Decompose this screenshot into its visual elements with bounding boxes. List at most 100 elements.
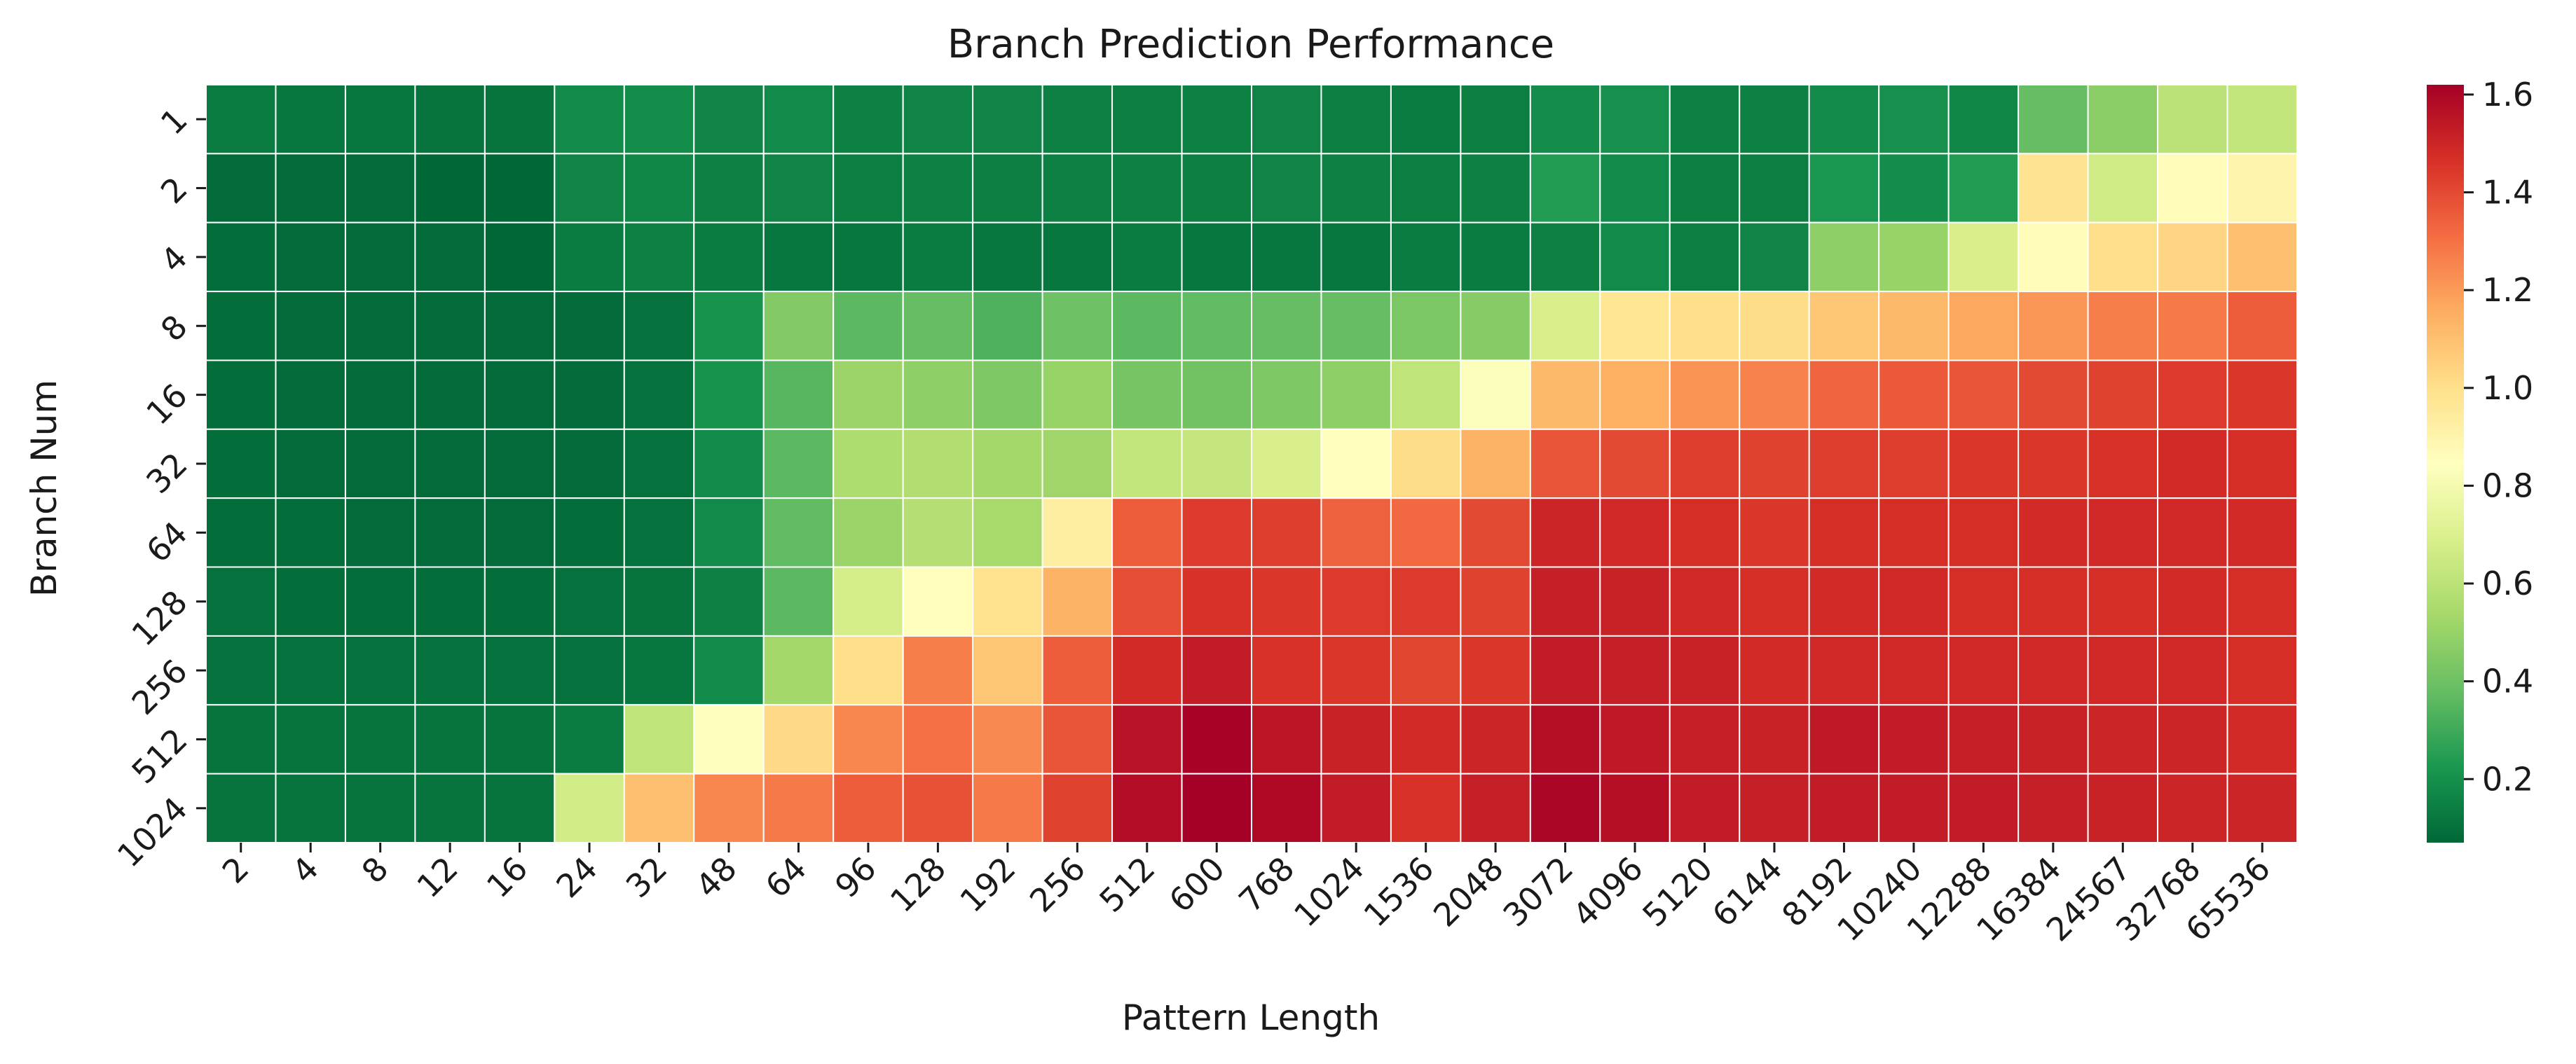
heatmap-cell bbox=[1599, 153, 1671, 223]
heatmap-cell bbox=[902, 428, 974, 499]
colorbar: 0.2 0.4 0.6 0.8 1.0 1.2 1.4 1.6 bbox=[2427, 76, 2533, 843]
heatmap-cell bbox=[2017, 153, 2089, 223]
heatmap-cell bbox=[2087, 428, 2159, 499]
heatmap-cell bbox=[1460, 221, 1531, 293]
heatmap-cell bbox=[554, 566, 625, 637]
heatmap-cell bbox=[833, 704, 904, 775]
heatmap-cell bbox=[1181, 153, 1252, 223]
heatmap-cell bbox=[1947, 773, 2020, 843]
heatmap-cell bbox=[693, 359, 765, 430]
heatmap-cell bbox=[1320, 291, 1392, 361]
heatmap-cell bbox=[1739, 704, 1810, 775]
heatmap-cell bbox=[1041, 635, 1114, 706]
heatmap-cell bbox=[2087, 497, 2159, 568]
x-tick-label: 2048 bbox=[1426, 850, 1511, 934]
heatmap-cell bbox=[833, 359, 904, 430]
heatmap-cell bbox=[2087, 84, 2159, 155]
heatmap-cell bbox=[2087, 704, 2159, 775]
heatmap-cell bbox=[2157, 359, 2228, 430]
heatmap-cell bbox=[2017, 428, 2089, 499]
heatmap-cell bbox=[1529, 497, 1601, 568]
heatmap-cell bbox=[1320, 497, 1392, 568]
heatmap-cell bbox=[1808, 566, 1880, 637]
heatmap-cell bbox=[1529, 428, 1601, 499]
heatmap-cell bbox=[693, 566, 765, 637]
heatmap-cell bbox=[484, 291, 556, 361]
heatmap-cell bbox=[693, 84, 765, 155]
heatmap-cell bbox=[2157, 704, 2228, 775]
heatmap-cell bbox=[414, 635, 486, 706]
heatmap-cell bbox=[2087, 566, 2159, 637]
heatmap-cell bbox=[1251, 428, 1322, 499]
heatmap-cell bbox=[484, 566, 556, 637]
x-axis-ticks: 2 4 8 12 16 24 32 48 64 96 128 192 256 512 600 76810241… bbox=[215, 843, 2277, 948]
heatmap-cell bbox=[1041, 84, 1114, 155]
heatmap-cell bbox=[2157, 566, 2228, 637]
x-tick-label: 16 bbox=[479, 850, 535, 906]
heatmap-cell bbox=[1251, 359, 1322, 430]
heatmap-cell bbox=[1181, 84, 1252, 155]
heatmap-cell bbox=[1808, 291, 1880, 361]
heatmap-cell bbox=[1808, 635, 1880, 706]
heatmap-cell bbox=[1111, 221, 1183, 293]
heatmap-cell bbox=[344, 153, 416, 223]
heatmap-cell bbox=[344, 635, 416, 706]
heatmap-cell bbox=[762, 635, 835, 706]
heatmap-cell bbox=[1320, 566, 1392, 637]
heatmap-cell bbox=[1739, 153, 1810, 223]
heatmap-cell bbox=[972, 359, 1043, 430]
heatmap-cell bbox=[414, 153, 486, 223]
heatmap-cell bbox=[693, 221, 765, 293]
heatmap-cell bbox=[1181, 428, 1252, 499]
y-tick-label: 8 bbox=[153, 308, 195, 349]
heatmap-cell bbox=[2157, 153, 2228, 223]
heatmap-cell bbox=[1808, 704, 1880, 775]
heatmap-cell bbox=[484, 497, 556, 568]
colorbar-tick-label: 1.0 bbox=[2482, 369, 2533, 407]
heatmap-cell bbox=[1878, 773, 1950, 843]
heatmap-cell bbox=[1251, 704, 1322, 775]
heatmap-cell bbox=[902, 291, 974, 361]
heatmap-cell bbox=[344, 84, 416, 155]
heatmap-cell bbox=[1460, 291, 1531, 361]
heatmap-cell bbox=[1529, 635, 1601, 706]
heatmap-cell bbox=[1529, 566, 1601, 637]
heatmap-cell bbox=[1320, 359, 1392, 430]
heatmap-cell bbox=[1669, 635, 1741, 706]
heatmap-cell bbox=[2017, 497, 2089, 568]
heatmap-cell bbox=[1460, 773, 1531, 843]
heatmap-cell bbox=[972, 566, 1043, 637]
x-tick-label: 3072 bbox=[1495, 850, 1580, 934]
heatmap-cell bbox=[1739, 291, 1810, 361]
heatmap-cell bbox=[623, 635, 695, 706]
heatmap-cell bbox=[275, 635, 346, 706]
heatmap-cell bbox=[902, 153, 974, 223]
heatmap-cell bbox=[972, 291, 1043, 361]
heatmap-cell bbox=[1808, 221, 1880, 293]
heatmap-cell bbox=[1041, 359, 1114, 430]
heatmap-cell bbox=[1529, 773, 1601, 843]
heatmap-cell bbox=[205, 497, 277, 568]
heatmap-cell bbox=[554, 291, 625, 361]
heatmap-cell bbox=[554, 84, 625, 155]
heatmap-cell bbox=[275, 359, 346, 430]
heatmap-cell bbox=[762, 291, 835, 361]
heatmap-cell bbox=[1320, 704, 1392, 775]
heatmap-cell bbox=[1599, 773, 1671, 843]
x-tick-label: 192 bbox=[952, 850, 1022, 920]
heatmap-cell bbox=[2157, 428, 2228, 499]
heatmap-cell bbox=[484, 221, 556, 293]
heatmap-cell bbox=[1041, 153, 1114, 223]
heatmap-cell bbox=[484, 359, 556, 430]
heatmap-cell bbox=[1669, 566, 1741, 637]
heatmap-cell bbox=[1111, 635, 1183, 706]
heatmap-cell bbox=[902, 221, 974, 293]
heatmap-cell bbox=[205, 221, 277, 293]
heatmap-cell bbox=[762, 773, 835, 843]
heatmap-cell bbox=[1111, 497, 1183, 568]
heatmap-cell bbox=[344, 773, 416, 843]
heatmap-cell bbox=[1599, 704, 1671, 775]
heatmap-cell bbox=[2226, 359, 2298, 430]
heatmap-cell bbox=[344, 359, 416, 430]
heatmap-cell bbox=[1041, 428, 1114, 499]
